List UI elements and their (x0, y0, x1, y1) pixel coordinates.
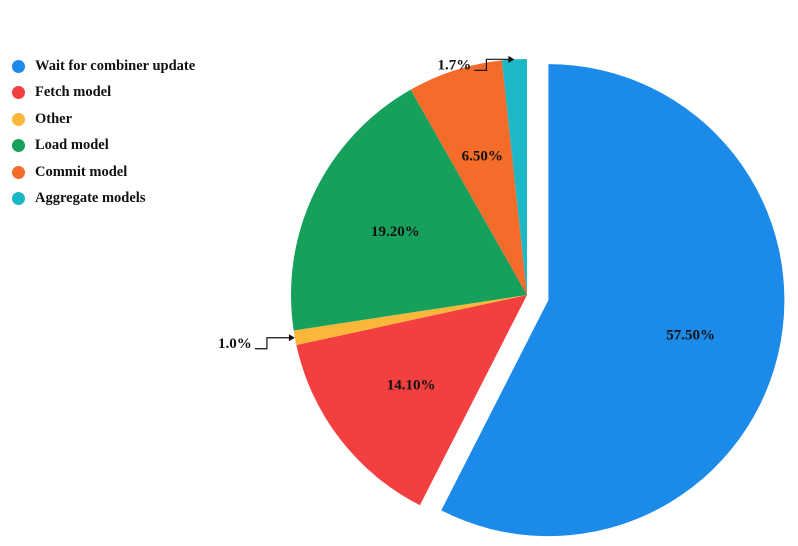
legend-swatch (12, 165, 25, 179)
data-label: 57.50% (666, 327, 715, 343)
legend-label: Other (35, 110, 73, 127)
legend-label: Load model (35, 137, 109, 154)
pie-slice (291, 89, 527, 331)
legend-label: Fetch model (35, 84, 112, 101)
legend-item: Wait for combiner update (12, 53, 195, 80)
legend-item: Aggregate models (12, 186, 195, 213)
legend-label: Commit model (35, 163, 128, 180)
pie-slice (501, 59, 527, 295)
legend-item: Fetch model (12, 80, 195, 107)
legend-swatch (12, 86, 25, 100)
legend: Wait for combiner update Fetch model Oth… (12, 53, 195, 212)
callout-line (474, 58, 511, 71)
legend-item: Other (12, 106, 195, 133)
data-label: 19.20% (371, 224, 420, 240)
callout-arrowhead (288, 334, 295, 342)
legend-label: Wait for combiner update (35, 57, 196, 74)
callout-line (254, 337, 291, 350)
pie-slice (410, 60, 527, 295)
legend-swatch (12, 139, 25, 153)
legend-label: Aggregate models (35, 190, 146, 207)
pie-slice (293, 295, 527, 346)
legend-swatch (12, 112, 25, 126)
pie-slice (296, 295, 527, 506)
callout-arrowhead (508, 55, 515, 63)
legend-swatch (12, 59, 25, 73)
data-label: 1.0% (218, 336, 252, 352)
data-label: 6.50% (462, 149, 503, 165)
legend-item: Load model (12, 133, 195, 160)
legend-swatch (12, 192, 25, 206)
data-label: 1.7% (438, 57, 472, 73)
legend-item: Commit model (12, 159, 195, 186)
data-label: 14.10% (387, 377, 436, 393)
pie-slice (441, 64, 785, 537)
